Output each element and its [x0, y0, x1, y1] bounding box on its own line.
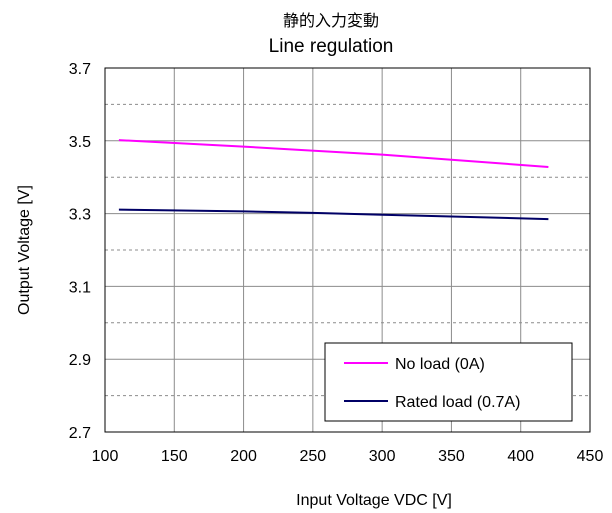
x-tick-label: 250 — [300, 448, 327, 465]
y-tick-label: 3.5 — [69, 134, 91, 151]
legend-label-rated-load: Rated load (0.7A) — [395, 394, 520, 411]
x-tick-label: 200 — [230, 448, 257, 465]
y-tick-label: 2.9 — [69, 352, 91, 369]
x-tick-label: 350 — [438, 448, 465, 465]
y-tick-labels: 2.7 2.9 3.1 3.3 3.5 3.7 — [69, 61, 91, 442]
series-line-0 — [118, 139, 549, 168]
y-tick-label: 3.3 — [69, 207, 91, 224]
series-line-1 — [118, 208, 549, 221]
x-tick-label: 450 — [577, 448, 604, 465]
chart-title: 静的入力変動 — [283, 11, 379, 30]
legend-label-no-load: No load (0A) — [395, 356, 485, 373]
legend-box — [324, 342, 573, 422]
legend: No load (0A) Rated load (0.7A) — [324, 342, 573, 422]
grid — [105, 68, 590, 432]
y-tick-label: 3.1 — [69, 279, 91, 296]
x-axis-label: Input Voltage VDC [V] — [296, 492, 452, 509]
x-tick-label: 300 — [369, 448, 396, 465]
x-tick-label: 100 — [92, 448, 119, 465]
y-tick-label: 3.7 — [69, 61, 91, 78]
y-axis-label: Output Voltage [V] — [16, 185, 33, 315]
x-tick-labels: 100 150 200 250 300 350 400 450 — [92, 448, 604, 465]
chart-subtitle: Line regulation — [269, 36, 394, 57]
y-tick-label: 2.7 — [69, 425, 91, 442]
series-layer — [118, 139, 549, 221]
plot-area-border — [104, 67, 591, 433]
x-tick-label: 150 — [161, 448, 188, 465]
x-tick-label: 400 — [507, 448, 534, 465]
